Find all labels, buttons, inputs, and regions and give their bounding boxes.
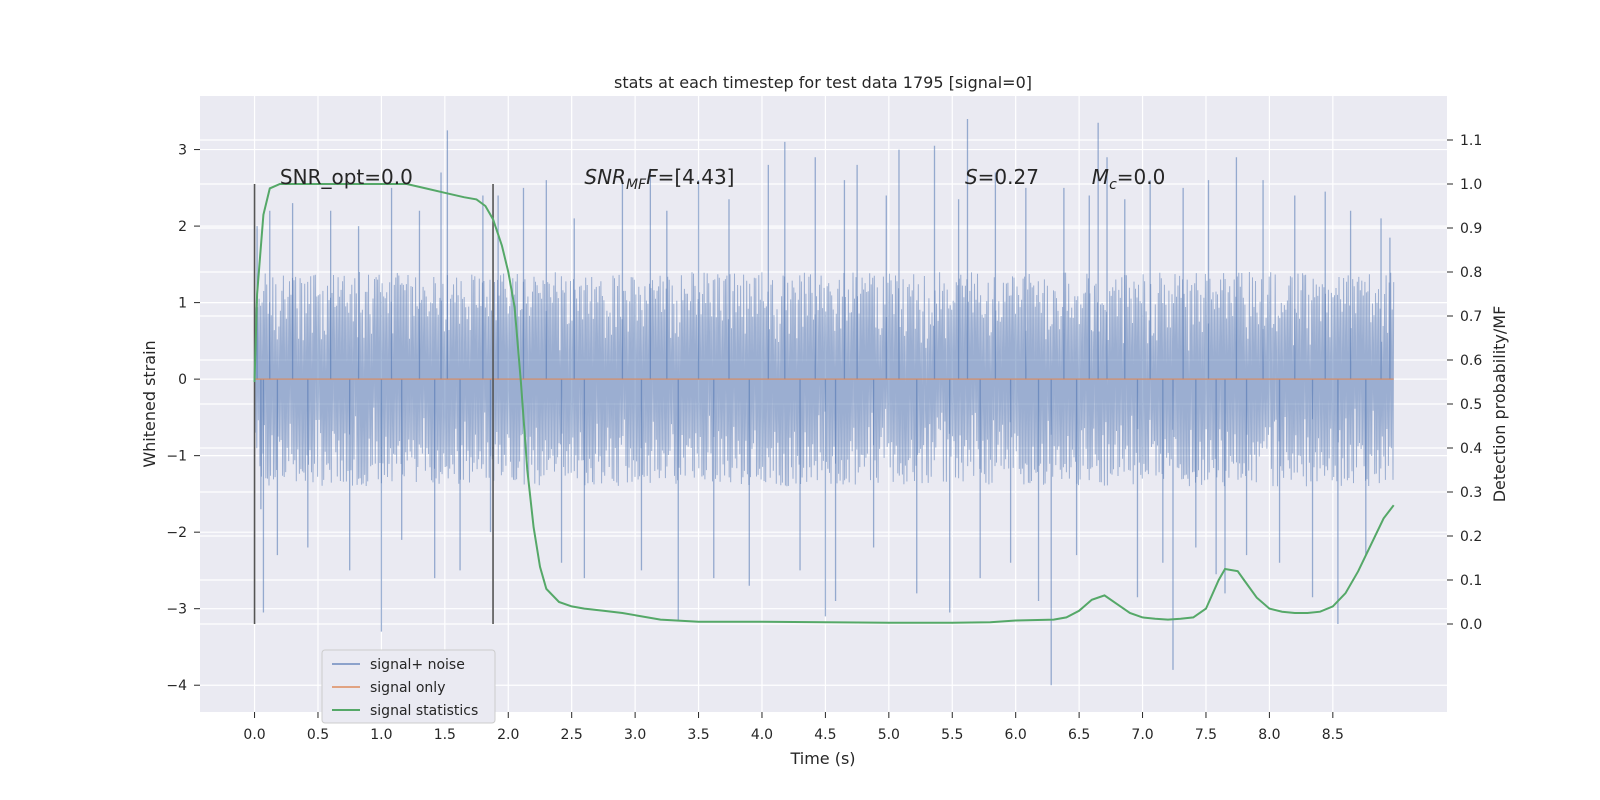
- y2-tick-label: 0.9: [1460, 221, 1482, 237]
- y2-tick-label: 0.8: [1460, 265, 1482, 281]
- snr-mf-base: SNR: [584, 165, 626, 189]
- annotations: SNR_opt=0.0 SNRMFF=[4.43] S=0.27 Mc=0.0: [280, 165, 1165, 193]
- x-tick-label: 1.0: [370, 727, 392, 743]
- y-tick-label: −1: [166, 449, 187, 465]
- y2-tick-label: 0.4: [1460, 441, 1482, 457]
- y2-tick-label: 0.1: [1460, 573, 1482, 589]
- x-tick-label: 7.0: [1131, 727, 1153, 743]
- marker-lines: [253, 184, 494, 624]
- mc-subscript: c: [1109, 177, 1117, 193]
- y2-tick-label: 1.1: [1460, 133, 1482, 149]
- x-tick-label: 8.5: [1322, 727, 1344, 743]
- x-tick-label: 5.5: [941, 727, 963, 743]
- snr-mf-value: F=[4.43]: [646, 165, 734, 189]
- signal-noise-series: [254, 118, 1395, 686]
- snr-mf-rest: =[4.43]: [658, 165, 735, 189]
- x-tick-label: 2.5: [561, 727, 583, 743]
- x-tick-label: 2.0: [497, 727, 519, 743]
- x-tick-label: 6.5: [1068, 727, 1090, 743]
- legend: signal+ noise signal only signal statist…: [321, 649, 496, 724]
- x-tick-label: 5.0: [878, 727, 900, 743]
- legend-label-signal-only: signal only: [370, 680, 445, 696]
- x-tick-label: 4.0: [751, 727, 773, 743]
- snr-mf-f: F: [646, 165, 658, 189]
- y-tick-label: −2: [166, 525, 187, 541]
- x-axis-ticks: 0.0 0.5 1.0 1.5 2.0 2.5 3.0 3.5 4.0 4.5 5.0 5.5 6.0 6…: [243, 712, 1344, 743]
- y-tick-label: 3: [178, 143, 187, 159]
- y-tick-label: −3: [166, 602, 187, 618]
- y-tick-label: −4: [166, 678, 187, 694]
- snr-opt-annotation: SNR_opt=0.0: [280, 165, 413, 189]
- x-tick-label: 0.0: [243, 727, 265, 743]
- y-tick-label: 0: [178, 372, 187, 388]
- signal-statistics-series: [253, 183, 1395, 624]
- chart-title: stats at each timestep for test data 179…: [614, 73, 1032, 92]
- x-tick-label: 3.5: [687, 727, 709, 743]
- signal-statistics-line: [253, 183, 1395, 624]
- s-annotation: S=0.27: [965, 165, 1039, 189]
- legend-label-signal-noise: signal+ noise: [370, 657, 465, 673]
- y2-tick-label: 1.0: [1460, 177, 1482, 193]
- y2-tick-label: 0.6: [1460, 353, 1482, 369]
- y-axis-label: Whitened strain: [140, 340, 159, 467]
- x-tick-label: 1.5: [434, 727, 456, 743]
- signal-noise-trace: [254, 271, 1395, 487]
- mc-base: M: [1092, 165, 1109, 189]
- y2-tick-label: 0.3: [1460, 485, 1482, 501]
- y2-tick-label: 0.7: [1460, 309, 1482, 325]
- y2-tick-label: 0.5: [1460, 397, 1482, 413]
- x-axis-label: Time (s): [789, 749, 855, 768]
- y2-axis-ticks: 1.1 1.0 0.9 0.8 0.7 0.6 0.5 0.4 0.3 0.2 0.1 0.0: [1447, 133, 1482, 633]
- x-tick-label: 4.5: [814, 727, 836, 743]
- y-axis-ticks: 3 2 1 0 −1 −2 −3 −4: [166, 143, 200, 694]
- y2-axis-label: Detection probability/MF: [1490, 306, 1509, 503]
- mc-annotation: Mc=0.0: [1092, 165, 1166, 193]
- mc-value: =0.0: [1117, 165, 1166, 189]
- x-tick-label: 7.5: [1195, 727, 1217, 743]
- s-var: S: [965, 165, 978, 189]
- s-value: =0.27: [978, 165, 1039, 189]
- snr-mf-subscript: MF: [626, 177, 647, 193]
- x-tick-label: 8.0: [1258, 727, 1280, 743]
- legend-box: [321, 649, 496, 724]
- snr-mf-annotation: SNRMFF=[4.43]: [584, 165, 734, 193]
- y2-tick-label: 0.0: [1460, 617, 1482, 633]
- y-tick-label: 2: [178, 219, 187, 235]
- y-tick-label: 1: [178, 296, 187, 312]
- x-tick-label: 0.5: [307, 727, 329, 743]
- x-tick-label: 3.0: [624, 727, 646, 743]
- legend-label-signal-statistics: signal statistics: [370, 703, 478, 719]
- x-tick-label: 6.0: [1005, 727, 1027, 743]
- y2-tick-label: 0.2: [1460, 529, 1482, 545]
